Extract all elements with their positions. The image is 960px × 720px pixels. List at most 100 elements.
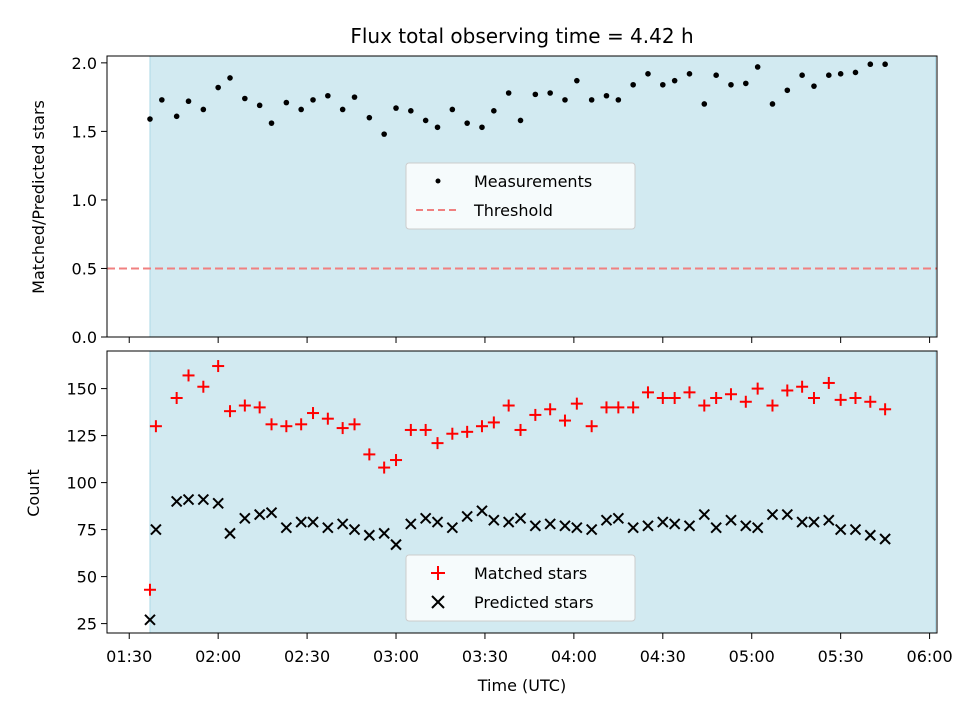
predicted-star-point [476, 505, 488, 517]
matched-star-point [446, 427, 459, 440]
measurement-point [366, 114, 373, 121]
predicted-star-point [657, 516, 669, 528]
predicted-star-point [197, 493, 210, 506]
measurement-point [298, 106, 304, 113]
predicted-star-point [280, 522, 293, 534]
matched-star-point [295, 418, 308, 431]
measurement-point [256, 102, 263, 109]
predicted-star-point [295, 516, 307, 528]
measurement-point [147, 116, 153, 122]
matched-star-point [612, 401, 625, 414]
predicted-star-point [627, 522, 639, 534]
measurements-points [147, 61, 888, 137]
measurement-point [532, 91, 539, 98]
matched-star-point [143, 583, 156, 596]
matched-star-point [336, 422, 349, 435]
measurement-point [615, 97, 622, 103]
matched-star-point [321, 412, 334, 425]
predicted-star-point [751, 522, 764, 534]
bottom-panel-frame [106, 350, 938, 634]
legend-predicted-label: Predicted stars [474, 593, 594, 612]
top-y-axis-label: Matched/Predicted stars [29, 100, 48, 294]
measurement-point [381, 131, 387, 137]
measurement-point [671, 77, 678, 84]
measurement-point [464, 120, 470, 126]
predicted-star-point [253, 508, 266, 521]
matched-star-point [419, 423, 432, 436]
measurement-point [479, 124, 485, 131]
measurement-point [713, 72, 719, 78]
x-tick-label: 02:30 [284, 647, 330, 666]
measurement-point [310, 97, 316, 103]
matched-star-point [570, 397, 583, 410]
measurement-point [686, 71, 693, 77]
y-tick-label: 25 [77, 615, 97, 634]
predicted-star-point [834, 523, 847, 536]
x-tick-label: 02:00 [195, 647, 241, 666]
x-tick-label: 03:00 [373, 647, 419, 666]
matched-star-point [710, 392, 723, 404]
predicted-star-point [585, 523, 598, 536]
predicted-star-point [781, 508, 794, 521]
measurement-point [799, 72, 805, 78]
predicted-star-point [864, 529, 877, 541]
x-axis-label: Time (UTC) [477, 676, 566, 695]
predicted-star-point [419, 512, 432, 525]
bottom-x-axis: 01:30 02:00 02:30 03:00 03:30 04:00 04:30 05:00… [106, 633, 953, 666]
legend-threshold-label: Threshold [473, 201, 553, 220]
predicted-star-point [431, 516, 444, 528]
predicted-star-point [390, 538, 402, 551]
matched-star-point [197, 380, 210, 393]
legend-measurements-marker [435, 178, 441, 184]
measurement-point [325, 92, 331, 99]
matched-star-point [656, 392, 669, 404]
measurement-point [242, 95, 248, 102]
measurement-point [769, 101, 776, 107]
predicted-star-point [446, 522, 459, 534]
matched-star-point [879, 403, 892, 416]
matched-star-point [698, 399, 711, 412]
matched-star-point [404, 423, 417, 436]
y-tick-label: 50 [77, 568, 97, 587]
predicted-star-point [502, 516, 515, 528]
matched-star-point [224, 405, 237, 418]
x-tick-label: 06:00 [907, 647, 953, 666]
matched-star-point [807, 392, 820, 404]
y-tick-label: 75 [77, 521, 97, 540]
measurement-point [826, 72, 832, 78]
matched-star-point [849, 392, 862, 404]
measurement-point [339, 106, 346, 113]
top-y-axis: 0.0 0.5 1.0 1.5 2.0 [72, 54, 107, 347]
predicted-star-point [683, 520, 696, 532]
predicted-star-point [879, 533, 891, 545]
measurement-point [393, 105, 399, 111]
predicted-star-point [170, 495, 183, 508]
matched-star-point [668, 392, 681, 404]
y-tick-label: 2.0 [72, 54, 97, 73]
matched-star-point [600, 401, 613, 414]
legend-measurements-label: Measurements [474, 172, 592, 191]
matched-star-point [864, 395, 877, 408]
matched-star-point [544, 403, 557, 416]
measurement-point [728, 81, 734, 88]
matched-star-point [627, 401, 640, 414]
matched-star-point [751, 382, 764, 395]
measurement-point [743, 80, 749, 87]
measurement-point [867, 61, 874, 68]
measurement-point [784, 87, 791, 94]
predicted-star-point [698, 508, 711, 521]
y-tick-label: 1.0 [72, 191, 97, 210]
matched-star-point [238, 399, 251, 412]
predicted-star-point [559, 520, 571, 532]
predicted-star-point [150, 523, 162, 536]
bottom-legend-box [405, 554, 636, 622]
matched-star-point [475, 420, 488, 433]
matched-star-point [280, 420, 293, 433]
matched-star-point [212, 360, 225, 373]
predicted-star-point [212, 497, 224, 509]
measurement-point [852, 69, 859, 76]
measurement-point [434, 124, 441, 131]
x-tick-label: 04:30 [640, 647, 686, 666]
predicted-star-point [600, 514, 613, 526]
top-legend-box [405, 162, 636, 230]
